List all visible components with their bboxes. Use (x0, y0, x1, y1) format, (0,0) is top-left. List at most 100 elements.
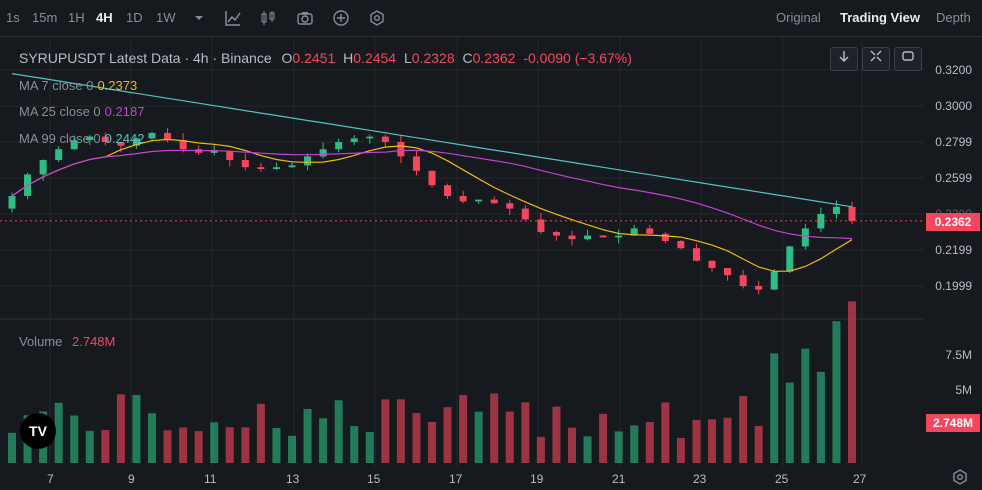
volume-bar (225, 427, 234, 463)
settings-icon[interactable] (368, 9, 386, 27)
candle-body (350, 138, 358, 142)
ma99-label: MA 99 close 0 (19, 131, 101, 146)
ma99-legend: MA 99 close 0 0.2442 (19, 131, 144, 146)
view-trading-view[interactable]: Trading View (840, 10, 920, 25)
volume-bar (490, 393, 499, 463)
candle-body (428, 170, 436, 186)
candle-body (475, 199, 483, 202)
candle-body (164, 133, 172, 141)
camera-icon[interactable] (296, 9, 314, 27)
ohlc-open-label: O (281, 50, 293, 66)
ohlc-low-label: L (403, 50, 412, 66)
candle-body (708, 260, 716, 268)
volume-bar (163, 430, 172, 463)
volume-bar (536, 436, 545, 463)
ma99-line (11, 73, 853, 208)
candle-body (148, 133, 156, 139)
current-price-tag: 0.2362 (926, 213, 980, 231)
chart-title: SYRUPUSDT Latest Data · 4h · Binance (19, 50, 272, 66)
expand-icon (870, 50, 882, 62)
ohlc-high: 0.2454 (353, 50, 397, 66)
price-tick: 0.2799 (935, 135, 972, 149)
ma99-value: 0.2442 (104, 131, 145, 146)
x-tick: 27 (853, 472, 867, 486)
volume-bar (272, 427, 281, 463)
ma25-label: MA 25 close 0 (19, 104, 101, 119)
ohlc-close: 0.2362 (472, 50, 516, 66)
window-icon (902, 51, 914, 61)
candle-body (537, 219, 545, 232)
candle-body (241, 160, 249, 168)
candle-body (335, 142, 343, 150)
candle-body (646, 228, 654, 234)
candle-body (272, 167, 280, 169)
candle-body (521, 208, 529, 220)
volume-bar (116, 394, 125, 463)
interval-1d[interactable]: 1D (126, 10, 143, 25)
price-axis[interactable]: 0.3200 0.3000 0.2799 0.2599 0.2399 0.219… (924, 37, 982, 467)
interval-4h[interactable]: 4H (96, 10, 113, 25)
interval-1w[interactable]: 1W (156, 10, 176, 25)
x-tick: 23 (693, 472, 707, 486)
add-indicator-icon[interactable] (332, 9, 350, 27)
volume-bar (474, 411, 483, 463)
candle-body (786, 246, 794, 272)
volume-bar (334, 400, 343, 463)
candle-body (288, 165, 296, 168)
x-tick: 21 (612, 472, 626, 486)
price-chart[interactable] (0, 37, 924, 467)
window-button[interactable] (894, 47, 922, 71)
volume-bar (443, 407, 452, 463)
volume-bar (459, 394, 468, 463)
x-tick: 11 (204, 472, 217, 486)
volume-bar (832, 321, 841, 463)
view-depth[interactable]: Depth (936, 10, 971, 25)
candle-body (739, 275, 747, 286)
interval-15m[interactable]: 15m (32, 10, 58, 25)
volume-bar (801, 348, 810, 463)
candle-body (584, 235, 592, 240)
chart-settings-icon[interactable] (951, 468, 969, 486)
candle-body (568, 235, 576, 240)
candle-body (490, 199, 498, 204)
ohlc-open: 0.2451 (292, 50, 336, 66)
volume-bar (381, 399, 390, 463)
toolbar-divider (0, 36, 982, 37)
x-tick: 19 (530, 472, 544, 486)
volume-bar (8, 432, 16, 463)
candle-body (381, 136, 389, 142)
scroll-down-button[interactable] (830, 47, 858, 71)
price-tick: 0.2599 (935, 171, 972, 185)
candle-body (630, 228, 638, 236)
volume-bar (256, 403, 265, 463)
volume-bar (365, 432, 374, 463)
interval-1s[interactable]: 1s (6, 10, 20, 25)
candle-body (132, 138, 140, 146)
volume-bar (614, 431, 623, 463)
volume-bar (754, 425, 763, 463)
candle-body (692, 248, 700, 261)
ma25-line (11, 149, 853, 240)
volume-bar (676, 437, 685, 463)
volume-bar (179, 427, 188, 463)
candle-body (257, 167, 265, 169)
candle-icon[interactable] (259, 9, 277, 27)
ohlc-low: 0.2328 (411, 50, 455, 66)
candle-body (661, 233, 669, 241)
candle-body (506, 203, 514, 209)
interval-1h[interactable]: 1H (68, 10, 85, 25)
line-chart-icon[interactable] (224, 9, 242, 27)
tradingview-logo[interactable]: TV (20, 413, 56, 449)
volume-bar (848, 301, 856, 463)
candle-body (724, 268, 732, 276)
x-tick: 15 (367, 472, 381, 486)
chevron-down-icon[interactable] (190, 9, 208, 27)
volume-bar (552, 406, 561, 463)
current-volume-tag: 2.748M (926, 414, 980, 432)
fullscreen-button[interactable] (862, 47, 890, 71)
candle-body (226, 151, 234, 160)
view-original[interactable]: Original (776, 10, 821, 25)
volume-bar (85, 430, 94, 463)
candle-body (210, 151, 218, 153)
candle-body (412, 156, 420, 171)
